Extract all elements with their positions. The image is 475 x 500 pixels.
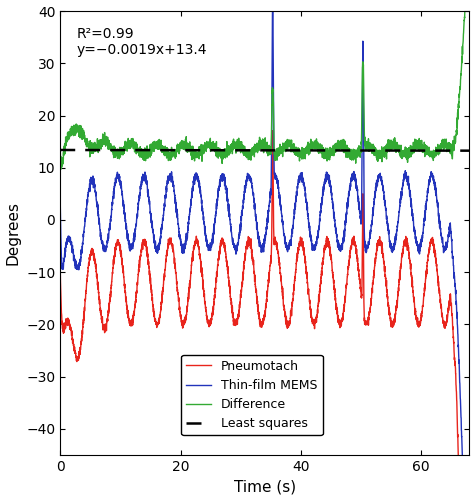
X-axis label: Time (s): Time (s) bbox=[234, 480, 296, 494]
Text: R²=0.99
y=−0.0019x+13.4: R²=0.99 y=−0.0019x+13.4 bbox=[76, 26, 207, 57]
Difference bbox=[337, 143, 343, 149]
Y-axis label: Degrees: Degrees bbox=[6, 201, 20, 265]
Thin-film MEMS bbox=[269, 33, 275, 39]
Pneumotach bbox=[269, 159, 275, 165]
Line: Thin-film MEMS: Thin-film MEMS bbox=[60, 0, 469, 500]
Thin-film MEMS bbox=[300, 176, 306, 182]
Difference bbox=[270, 85, 275, 91]
Pneumotach bbox=[270, 128, 275, 134]
Thin-film MEMS bbox=[270, 0, 275, 3]
Thin-film MEMS bbox=[441, 244, 447, 250]
Pneumotach bbox=[422, 286, 428, 292]
Thin-film MEMS bbox=[422, 211, 428, 217]
Pneumotach bbox=[300, 244, 306, 250]
Pneumotach bbox=[396, 276, 402, 282]
Legend: Pneumotach, Thin-film MEMS, Difference, Least squares: Pneumotach, Thin-film MEMS, Difference, … bbox=[181, 354, 323, 436]
Thin-film MEMS bbox=[337, 248, 343, 254]
Pneumotach bbox=[337, 322, 343, 328]
Difference bbox=[422, 142, 428, 148]
Line: Difference: Difference bbox=[60, 0, 469, 169]
Difference bbox=[57, 152, 63, 158]
Thin-film MEMS bbox=[57, 198, 63, 204]
Pneumotach bbox=[441, 322, 447, 328]
Thin-film MEMS bbox=[396, 209, 402, 215]
Pneumotach bbox=[57, 264, 63, 270]
Line: Pneumotach: Pneumotach bbox=[60, 130, 469, 500]
Difference bbox=[396, 150, 402, 156]
Difference bbox=[58, 166, 64, 172]
Difference bbox=[441, 140, 447, 145]
Difference bbox=[300, 150, 306, 156]
